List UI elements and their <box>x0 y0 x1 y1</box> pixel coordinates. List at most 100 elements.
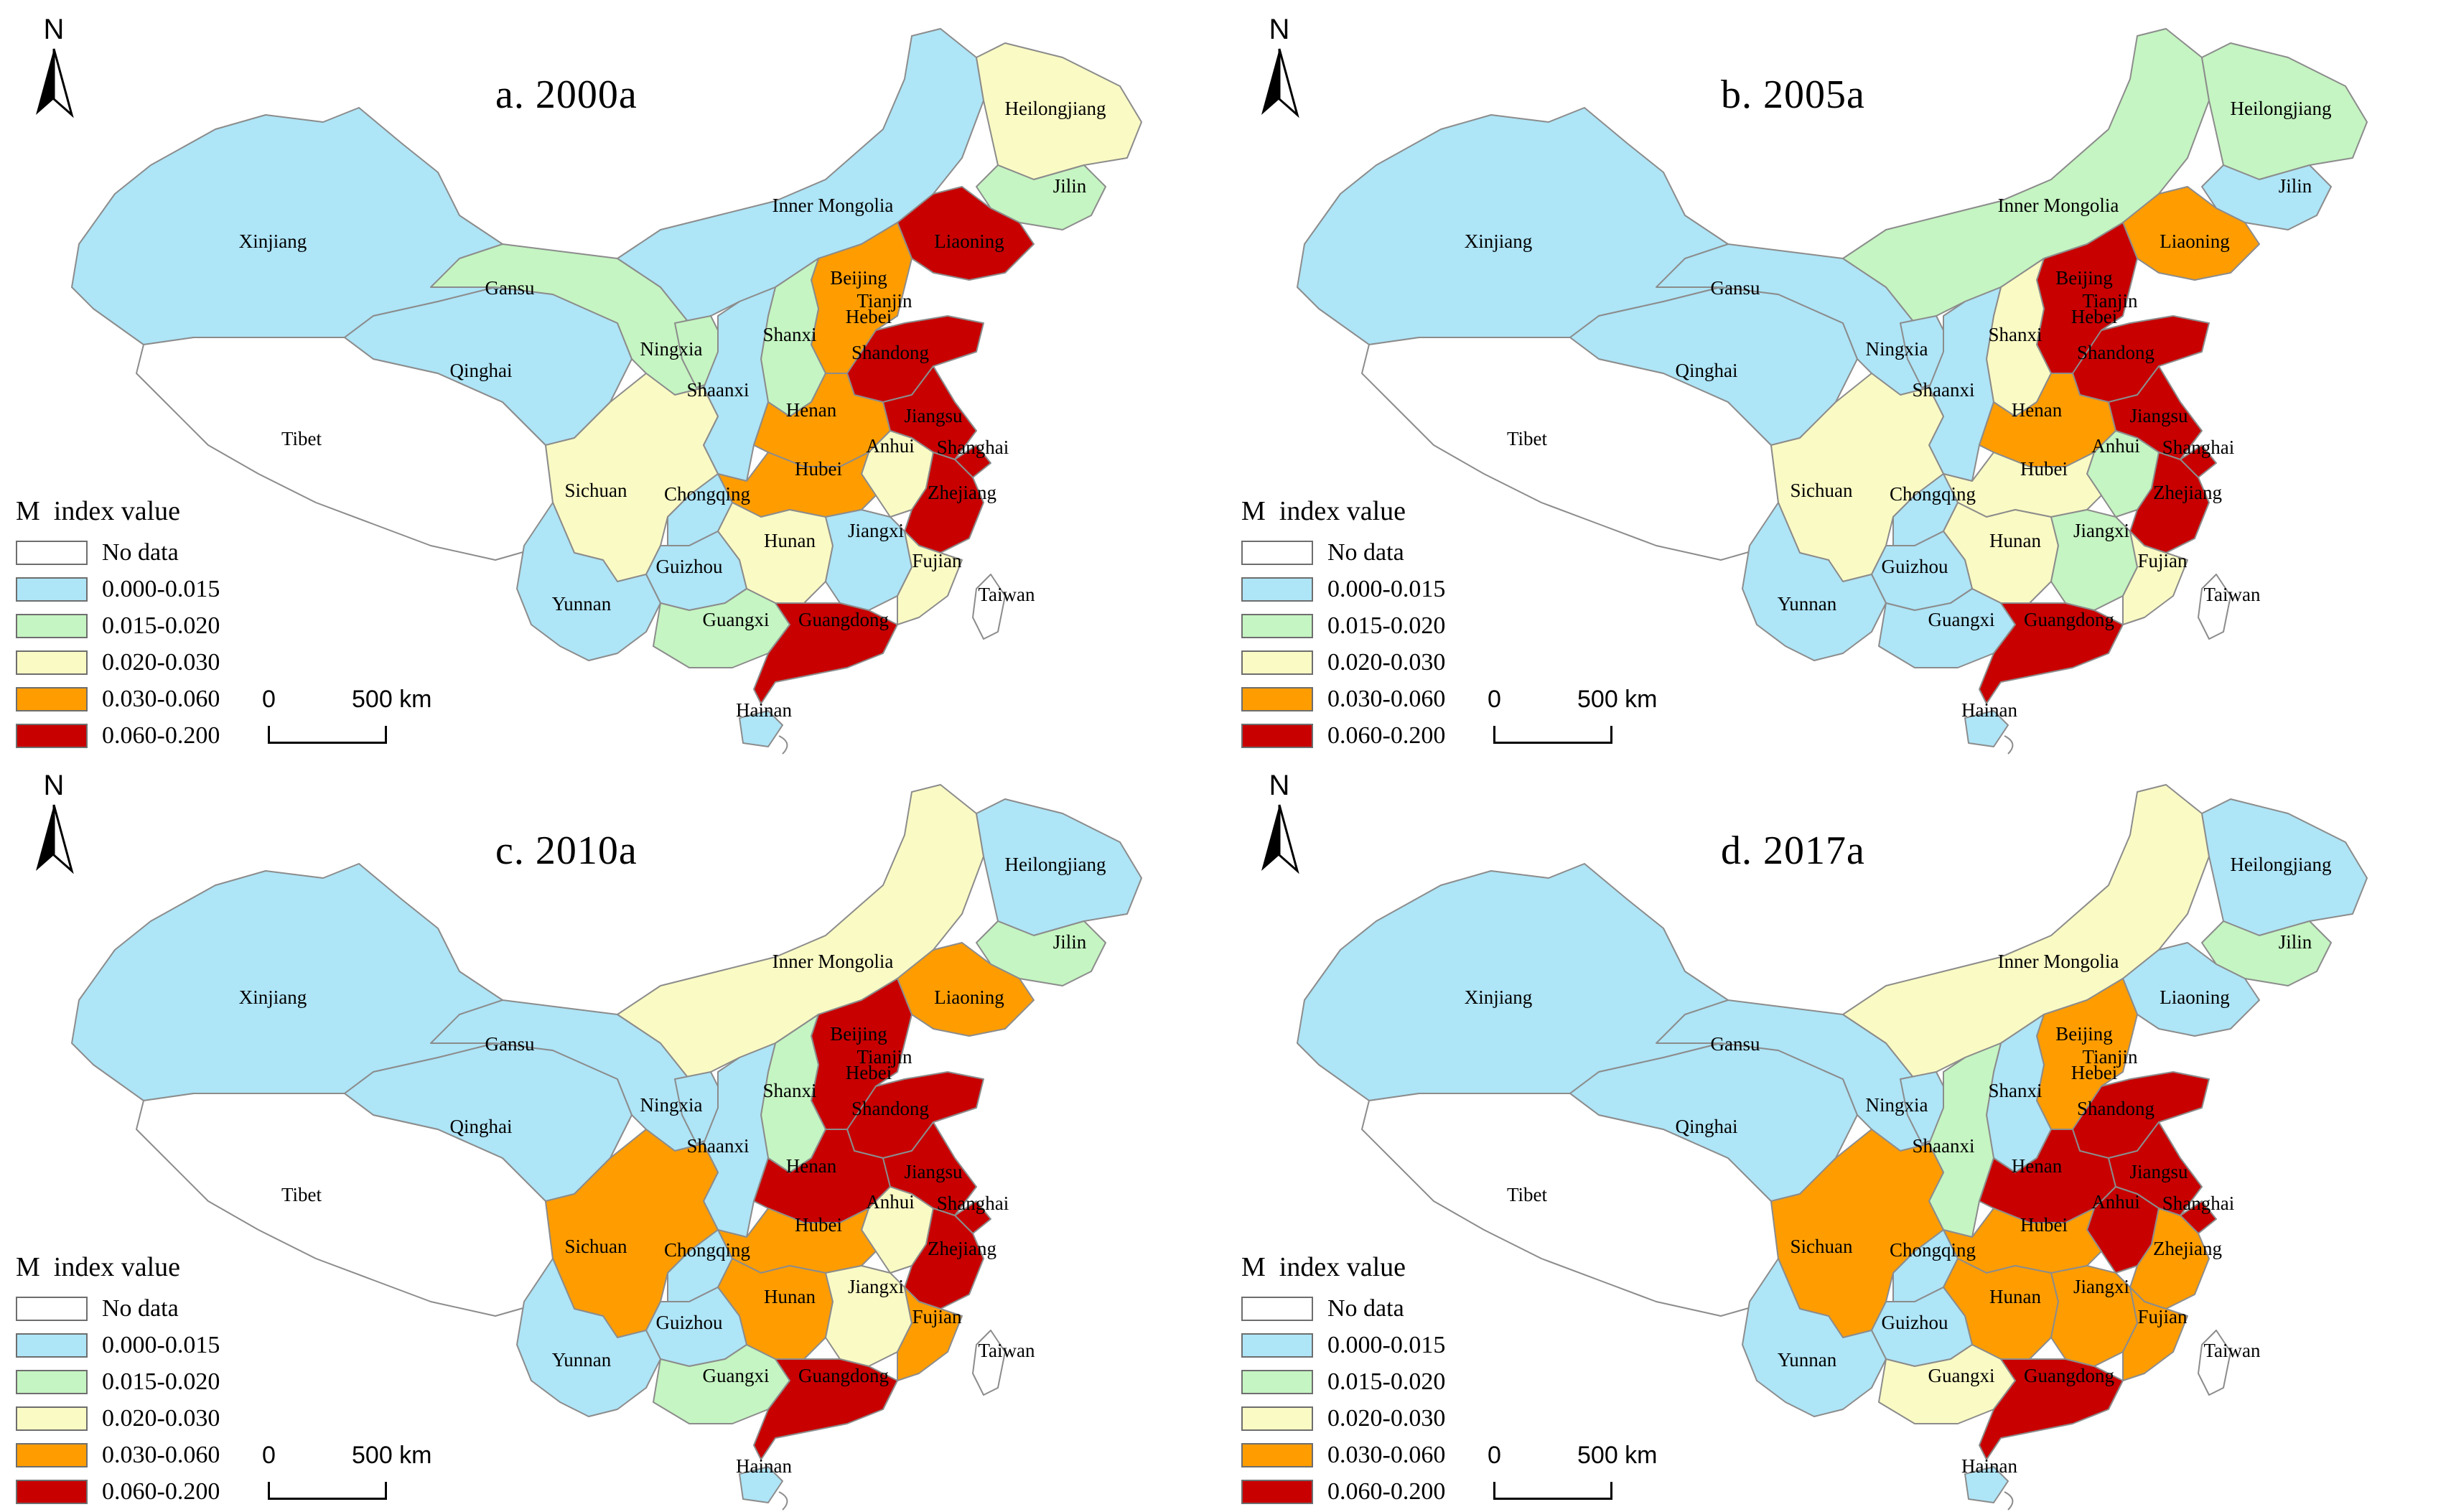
province-label-ningxia: Ningxia <box>640 338 703 360</box>
province-guangdong[interactable] <box>1979 1358 2124 1460</box>
province-label-shandong: Shandong <box>2077 342 2154 363</box>
legend-label: 0.060-0.200 <box>1327 722 1446 749</box>
svg-text:N: N <box>44 14 65 45</box>
province-label-shanghai: Shanghai <box>937 437 1009 458</box>
legend-label: 0.030-0.060 <box>102 685 220 712</box>
province-hainan[interactable] <box>1964 1466 2009 1503</box>
province-qinghai[interactable] <box>1569 1042 1858 1202</box>
legend-item: 0.000-0.015 <box>16 571 220 607</box>
legend-item: No data <box>1241 534 1445 571</box>
province-label-hunan: Hunan <box>764 1286 816 1307</box>
province-label-jilin: Jilin <box>2279 175 2312 197</box>
province-taiwan[interactable] <box>2198 1330 2231 1396</box>
province-jilin[interactable] <box>976 164 1106 230</box>
legend-label: 0.020-0.030 <box>102 648 220 676</box>
province-label-heilongjiang: Heilongjiang <box>1005 854 1106 875</box>
legend-item: 0.015-0.020 <box>1241 1363 1445 1400</box>
province-label-xinjiang: Xinjiang <box>1465 230 1533 252</box>
legend-label: 0.060-0.200 <box>102 722 220 749</box>
legend-label: 0.015-0.020 <box>1327 1368 1446 1395</box>
province-jilin[interactable] <box>2201 920 2332 986</box>
province-jilin[interactable] <box>2201 164 2332 230</box>
province-yunnan[interactable] <box>1742 502 1887 661</box>
province-label-beijing: Beijing <box>2055 267 2113 289</box>
panel-title: a. 2000a <box>495 73 638 117</box>
province-label-hainan: Hainan <box>736 1455 792 1477</box>
province-hainan[interactable] <box>739 1466 783 1503</box>
legend-label: 0.000-0.015 <box>102 575 220 602</box>
legend-title: M index value <box>16 1252 181 1282</box>
province-heilongjiang[interactable] <box>976 798 1142 936</box>
province-fujian[interactable] <box>897 531 963 625</box>
province-label-guangxi: Guangxi <box>1928 1365 1995 1386</box>
scale-end-label: 500 km <box>1577 1442 1658 1469</box>
province-inner-mongolia[interactable] <box>617 28 984 324</box>
province-label-henan: Henan <box>786 1155 837 1177</box>
province-heilongjiang[interactable] <box>976 42 1142 180</box>
province-fujian[interactable] <box>2122 1287 2188 1381</box>
province-yunnan[interactable] <box>516 502 661 661</box>
province-guangdong[interactable] <box>753 1358 898 1460</box>
province-label-gansu: Gansu <box>485 1033 535 1055</box>
svg-text:N: N <box>1269 770 1290 801</box>
province-yunnan[interactable] <box>1742 1258 1887 1417</box>
province-label-hubei: Hubei <box>795 458 842 480</box>
province-label-guangdong: Guangdong <box>798 1365 889 1386</box>
province-label-ningxia: Ningxia <box>640 1094 703 1116</box>
province-label-tibet: Tibet <box>281 1184 322 1205</box>
province-label-jiangsu: Jiangsu <box>905 405 963 426</box>
province-qinghai[interactable] <box>1569 286 1858 446</box>
province-guangdong[interactable] <box>753 602 898 704</box>
legend-swatch <box>16 1369 88 1394</box>
province-fujian[interactable] <box>897 1287 963 1381</box>
legend-item: 0.000-0.015 <box>16 1327 220 1363</box>
province-qinghai[interactable] <box>344 1042 632 1202</box>
province-label-guizhou: Guizhou <box>1882 556 1948 577</box>
province-hainan[interactable] <box>739 710 783 747</box>
province-hainan[interactable] <box>1964 710 2009 747</box>
province-label-shanxi: Shanxi <box>762 1080 816 1101</box>
province-guangdong[interactable] <box>1979 602 2124 704</box>
province-label-jilin: Jilin <box>1053 931 1087 953</box>
province-liaoning[interactable] <box>2122 942 2260 1037</box>
legend-label: 0.020-0.030 <box>1327 1404 1446 1432</box>
province-taiwan[interactable] <box>972 574 1006 640</box>
province-heilongjiang[interactable] <box>2201 42 2368 180</box>
province-label-jiangsu: Jiangsu <box>905 1161 963 1182</box>
province-label-inner-mongolia: Inner Mongolia <box>1998 951 2119 972</box>
province-inner-mongolia[interactable] <box>617 784 984 1080</box>
province-label-anhui: Anhui <box>866 435 915 457</box>
legend-swatch <box>16 1479 88 1504</box>
province-label-heilongjiang: Heilongjiang <box>1005 98 1106 119</box>
province-label-chongqing: Chongqing <box>664 1239 750 1261</box>
legend-item: 0.030-0.060 <box>1241 681 1445 717</box>
province-qinghai[interactable] <box>344 286 632 446</box>
map-panel: Xinjiang Tibet Qinghai Gansu Inner Mongolia H… <box>1226 756 2451 1512</box>
china-map: Xinjiang Tibet Qinghai Gansu Inner Mongolia H… <box>1297 784 2368 1511</box>
province-taiwan[interactable] <box>2198 574 2231 640</box>
province-heilongjiang[interactable] <box>2201 798 2368 936</box>
province-liaoning[interactable] <box>897 942 1035 1037</box>
province-label-guangxi: Guangxi <box>703 609 770 630</box>
province-liaoning[interactable] <box>2122 186 2260 281</box>
legend-label: 0.015-0.020 <box>102 1368 220 1395</box>
china-map: Xinjiang Tibet Qinghai Gansu Inner Mongolia H… <box>1297 28 2368 755</box>
province-inner-mongolia[interactable] <box>1842 784 2210 1080</box>
scale-bar: 0 500 km <box>1488 1442 1674 1506</box>
legend-label: 0.020-0.030 <box>1327 648 1446 676</box>
province-fujian[interactable] <box>2122 531 2188 625</box>
province-liaoning[interactable] <box>897 186 1035 281</box>
legend-item: 0.020-0.030 <box>1241 1400 1445 1437</box>
legend-item: 0.020-0.030 <box>16 644 220 681</box>
province-jilin[interactable] <box>976 920 1106 986</box>
legend-swatch <box>16 540 88 565</box>
province-label-jiangxi: Jiangxi <box>848 1276 904 1297</box>
island-outline <box>2004 1491 2014 1511</box>
province-yunnan[interactable] <box>516 1258 661 1417</box>
legend-swatch <box>16 577 88 602</box>
province-label-liaoning: Liaoning <box>934 986 1004 1008</box>
province-taiwan[interactable] <box>972 1330 1006 1396</box>
province-inner-mongolia[interactable] <box>1842 28 2210 324</box>
province-label-chongqing: Chongqing <box>1890 483 1976 505</box>
province-label-gansu: Gansu <box>1711 1033 1760 1055</box>
